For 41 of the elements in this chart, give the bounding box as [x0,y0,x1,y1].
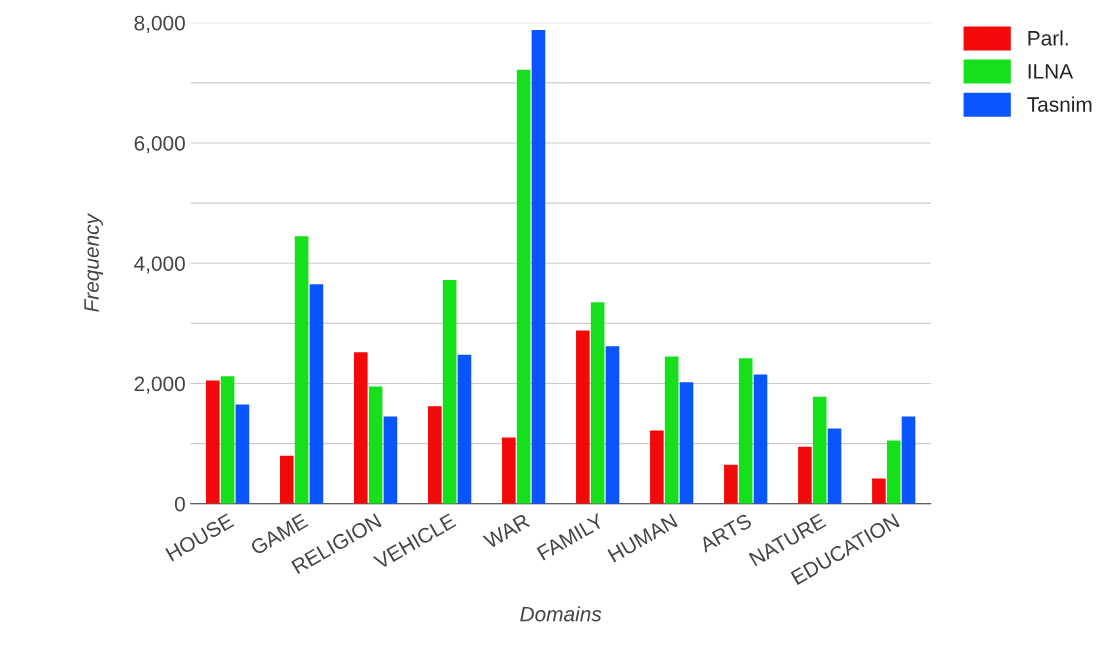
bar [368,386,383,504]
y-axis-title: Frequency [84,212,104,312]
bar [679,382,694,504]
x-tick-label: WAR [482,513,531,550]
bar [827,428,842,504]
bar [309,284,324,504]
bar [664,356,679,504]
bar [605,346,620,504]
y-tick-label: 4,000 [134,256,185,274]
bar [753,374,768,504]
y-tick-label: 6,000 [134,136,185,154]
y-tick-label: 0 [174,496,185,512]
bar [502,437,516,504]
y-tick-label: 8,000 [134,15,185,33]
bar [812,396,827,504]
y-tick-label: 2,000 [134,376,185,394]
bar [531,29,546,504]
bar [457,354,472,504]
bar [383,416,398,504]
bar [220,376,235,504]
bar [738,358,753,504]
bar [516,69,531,504]
bar [724,464,738,504]
legend-label: Tasnim [1027,96,1092,112]
legend-label: ILNA [1028,64,1074,79]
bar [650,430,664,504]
bar [205,380,220,504]
bar [901,416,916,504]
bar [235,404,250,504]
bar [886,440,901,504]
bar [576,330,590,504]
x-axis-title: Domains [520,606,602,622]
bar [590,302,605,504]
bar [294,236,309,504]
bar [872,478,886,504]
legend-label: Parl. [1028,30,1068,46]
bar [428,406,442,504]
bar [354,352,368,504]
bar [798,446,812,504]
bar [442,280,457,504]
bar [279,455,294,504]
